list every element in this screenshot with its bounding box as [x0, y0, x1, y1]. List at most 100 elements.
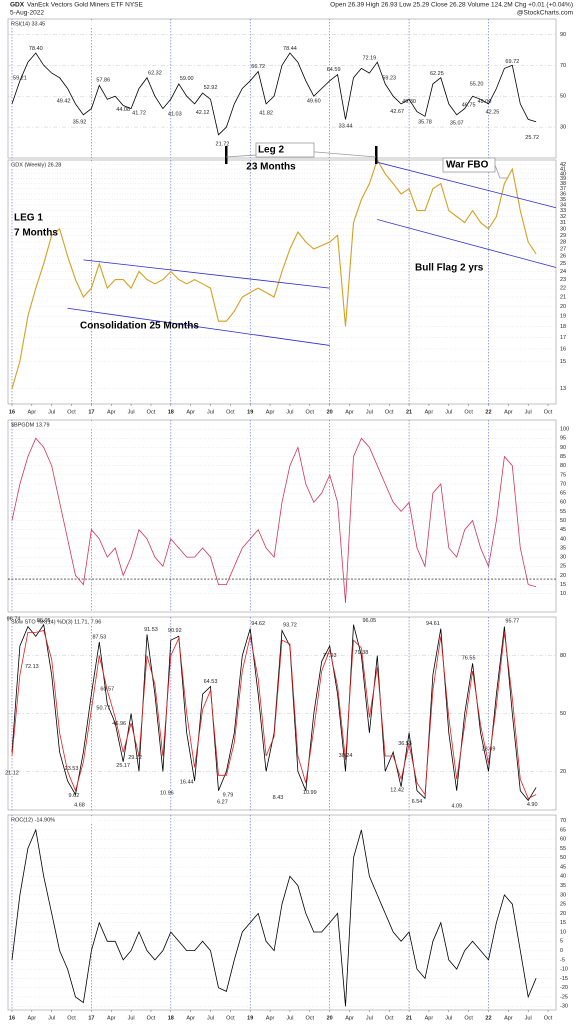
point-label: 9.62 [69, 793, 80, 799]
point-label: 35.78 [418, 120, 432, 126]
x-tick-label: Jul [48, 1015, 55, 1021]
y-tick-label: 55 [560, 846, 566, 852]
point-label: 35.92 [73, 119, 87, 125]
point-label: 95.77 [505, 619, 519, 625]
x-tick-label: 22 [485, 409, 491, 415]
annotation: 23 Months [246, 162, 296, 173]
x-tick-label: Apr [186, 409, 195, 415]
trendline [377, 219, 557, 268]
point-label: 8.43 [273, 795, 284, 801]
y-tick-label: 65 [560, 491, 566, 497]
x-tick-label: Apr [504, 1015, 513, 1021]
y-tick-label: 90 [560, 32, 566, 38]
y-tick-label: -5 [560, 957, 565, 963]
point-label: 21.72 [216, 141, 230, 147]
point-label: 96.74 [7, 617, 21, 623]
x-tick-label: Apr [266, 409, 275, 415]
trendline [83, 259, 330, 289]
y-tick-label: 13 [560, 386, 566, 392]
y-tick-label: 16 [560, 346, 566, 352]
y-tick-label: 26 [560, 254, 566, 260]
y-tick-label: 15 [560, 359, 566, 365]
y-tick-label: 5 [560, 939, 563, 945]
series-line [11, 158, 537, 389]
x-tick-label: Oct [147, 1015, 156, 1021]
y-tick-label: -10 [560, 967, 568, 973]
y-tick-label: 40 [560, 171, 566, 177]
panel-title: GDX (Weekly) 26.28 [11, 162, 61, 168]
point-label: 33.69 [482, 746, 496, 752]
y-tick-label: 95 [560, 436, 566, 442]
x-tick-label: Apr [425, 1015, 434, 1021]
x-tick-label: Apr [107, 409, 116, 415]
y-tick-label: 34 [560, 202, 566, 208]
point-label: 41.72 [132, 110, 146, 116]
y-tick-label: 35 [560, 197, 566, 203]
point-label: 93.72 [283, 623, 297, 629]
y-tick-label: 20 [560, 304, 566, 310]
annotation: Consolidation 25 Months [80, 321, 199, 332]
y-tick-label: -20 [560, 985, 568, 991]
x-tick-label: Jul [286, 1015, 293, 1021]
y-tick-label: -25 [560, 994, 568, 1000]
y-tick-label: 35 [560, 883, 566, 889]
y-tick-label: 24 [560, 269, 566, 275]
point-label: 46.96 [112, 721, 126, 727]
point-label: 79.38 [355, 650, 369, 656]
y-tick-label: 27 [560, 246, 566, 252]
point-label: 23.53 [65, 766, 79, 772]
x-tick-label: Apr [186, 1015, 195, 1021]
y-tick-label: 41 [560, 167, 566, 173]
y-tick-label: 20 [560, 769, 566, 775]
x-tick-label: Jul [366, 1015, 373, 1021]
security-name: VanEck Vectors Gold Miners ETF NYSE [27, 2, 143, 9]
x-tick-label: Oct [147, 409, 156, 415]
y-tick-label: 31 [560, 220, 566, 226]
quote: Open 26.39 High 26.93 Low 25.29 Close 26… [330, 2, 573, 9]
point-label: 87.53 [92, 635, 106, 641]
y-tick-label: 70 [560, 481, 566, 487]
y-tick-label: 70 [560, 63, 566, 69]
point-label: 29.22 [128, 755, 142, 761]
y-tick-label: 10 [560, 929, 566, 935]
y-tick-label: 25 [560, 564, 566, 570]
y-tick-label: 65 [560, 827, 566, 833]
x-tick-label: Oct [306, 409, 315, 415]
point-label: 9.79 [223, 793, 234, 799]
y-tick-label: 42 [560, 162, 566, 168]
panel-frame [7, 159, 557, 405]
point-label: 33.44 [339, 123, 353, 129]
point-label: 42.12 [196, 110, 210, 116]
point-label: 94.61 [426, 621, 440, 627]
y-tick-label: 25 [560, 261, 566, 267]
annotation: LEG 1 [14, 213, 43, 224]
title-bg [9, 161, 99, 168]
panel-title: Slow STO %K(14) %D(3) 11.71, 7.96 [11, 619, 101, 625]
title-bg [9, 618, 99, 625]
x-tick-label: Jul [525, 409, 532, 415]
y-tick-label: -30 [560, 1004, 568, 1010]
point-label: 49.42 [57, 99, 71, 105]
x-tick-label: 17 [88, 1015, 94, 1021]
point-label: 64.53 [204, 679, 218, 685]
x-tick-label: Apr [504, 409, 513, 415]
x-tick-label: Oct [67, 409, 76, 415]
point-label: 10.99 [303, 790, 317, 796]
point-label: 6.54 [412, 799, 423, 805]
panel-frame [7, 814, 557, 1011]
point-label: 25.72 [525, 135, 539, 141]
x-tick-label: Apr [345, 409, 354, 415]
x-tick-label: Oct [464, 1015, 473, 1021]
y-tick-label: 22 [560, 286, 566, 292]
x-tick-label: Oct [464, 409, 473, 415]
point-label: 96.05 [362, 618, 376, 624]
y-tick-label: 30 [560, 555, 566, 561]
x-tick-label: Oct [226, 1015, 235, 1021]
y-tick-label: 45 [560, 864, 566, 870]
point-label: 66.72 [251, 64, 265, 70]
point-label: 78.44 [283, 46, 297, 52]
x-tick-label: Oct [67, 1015, 76, 1021]
y-tick-label: 75 [560, 472, 566, 478]
point-label: 49.30 [402, 99, 416, 105]
